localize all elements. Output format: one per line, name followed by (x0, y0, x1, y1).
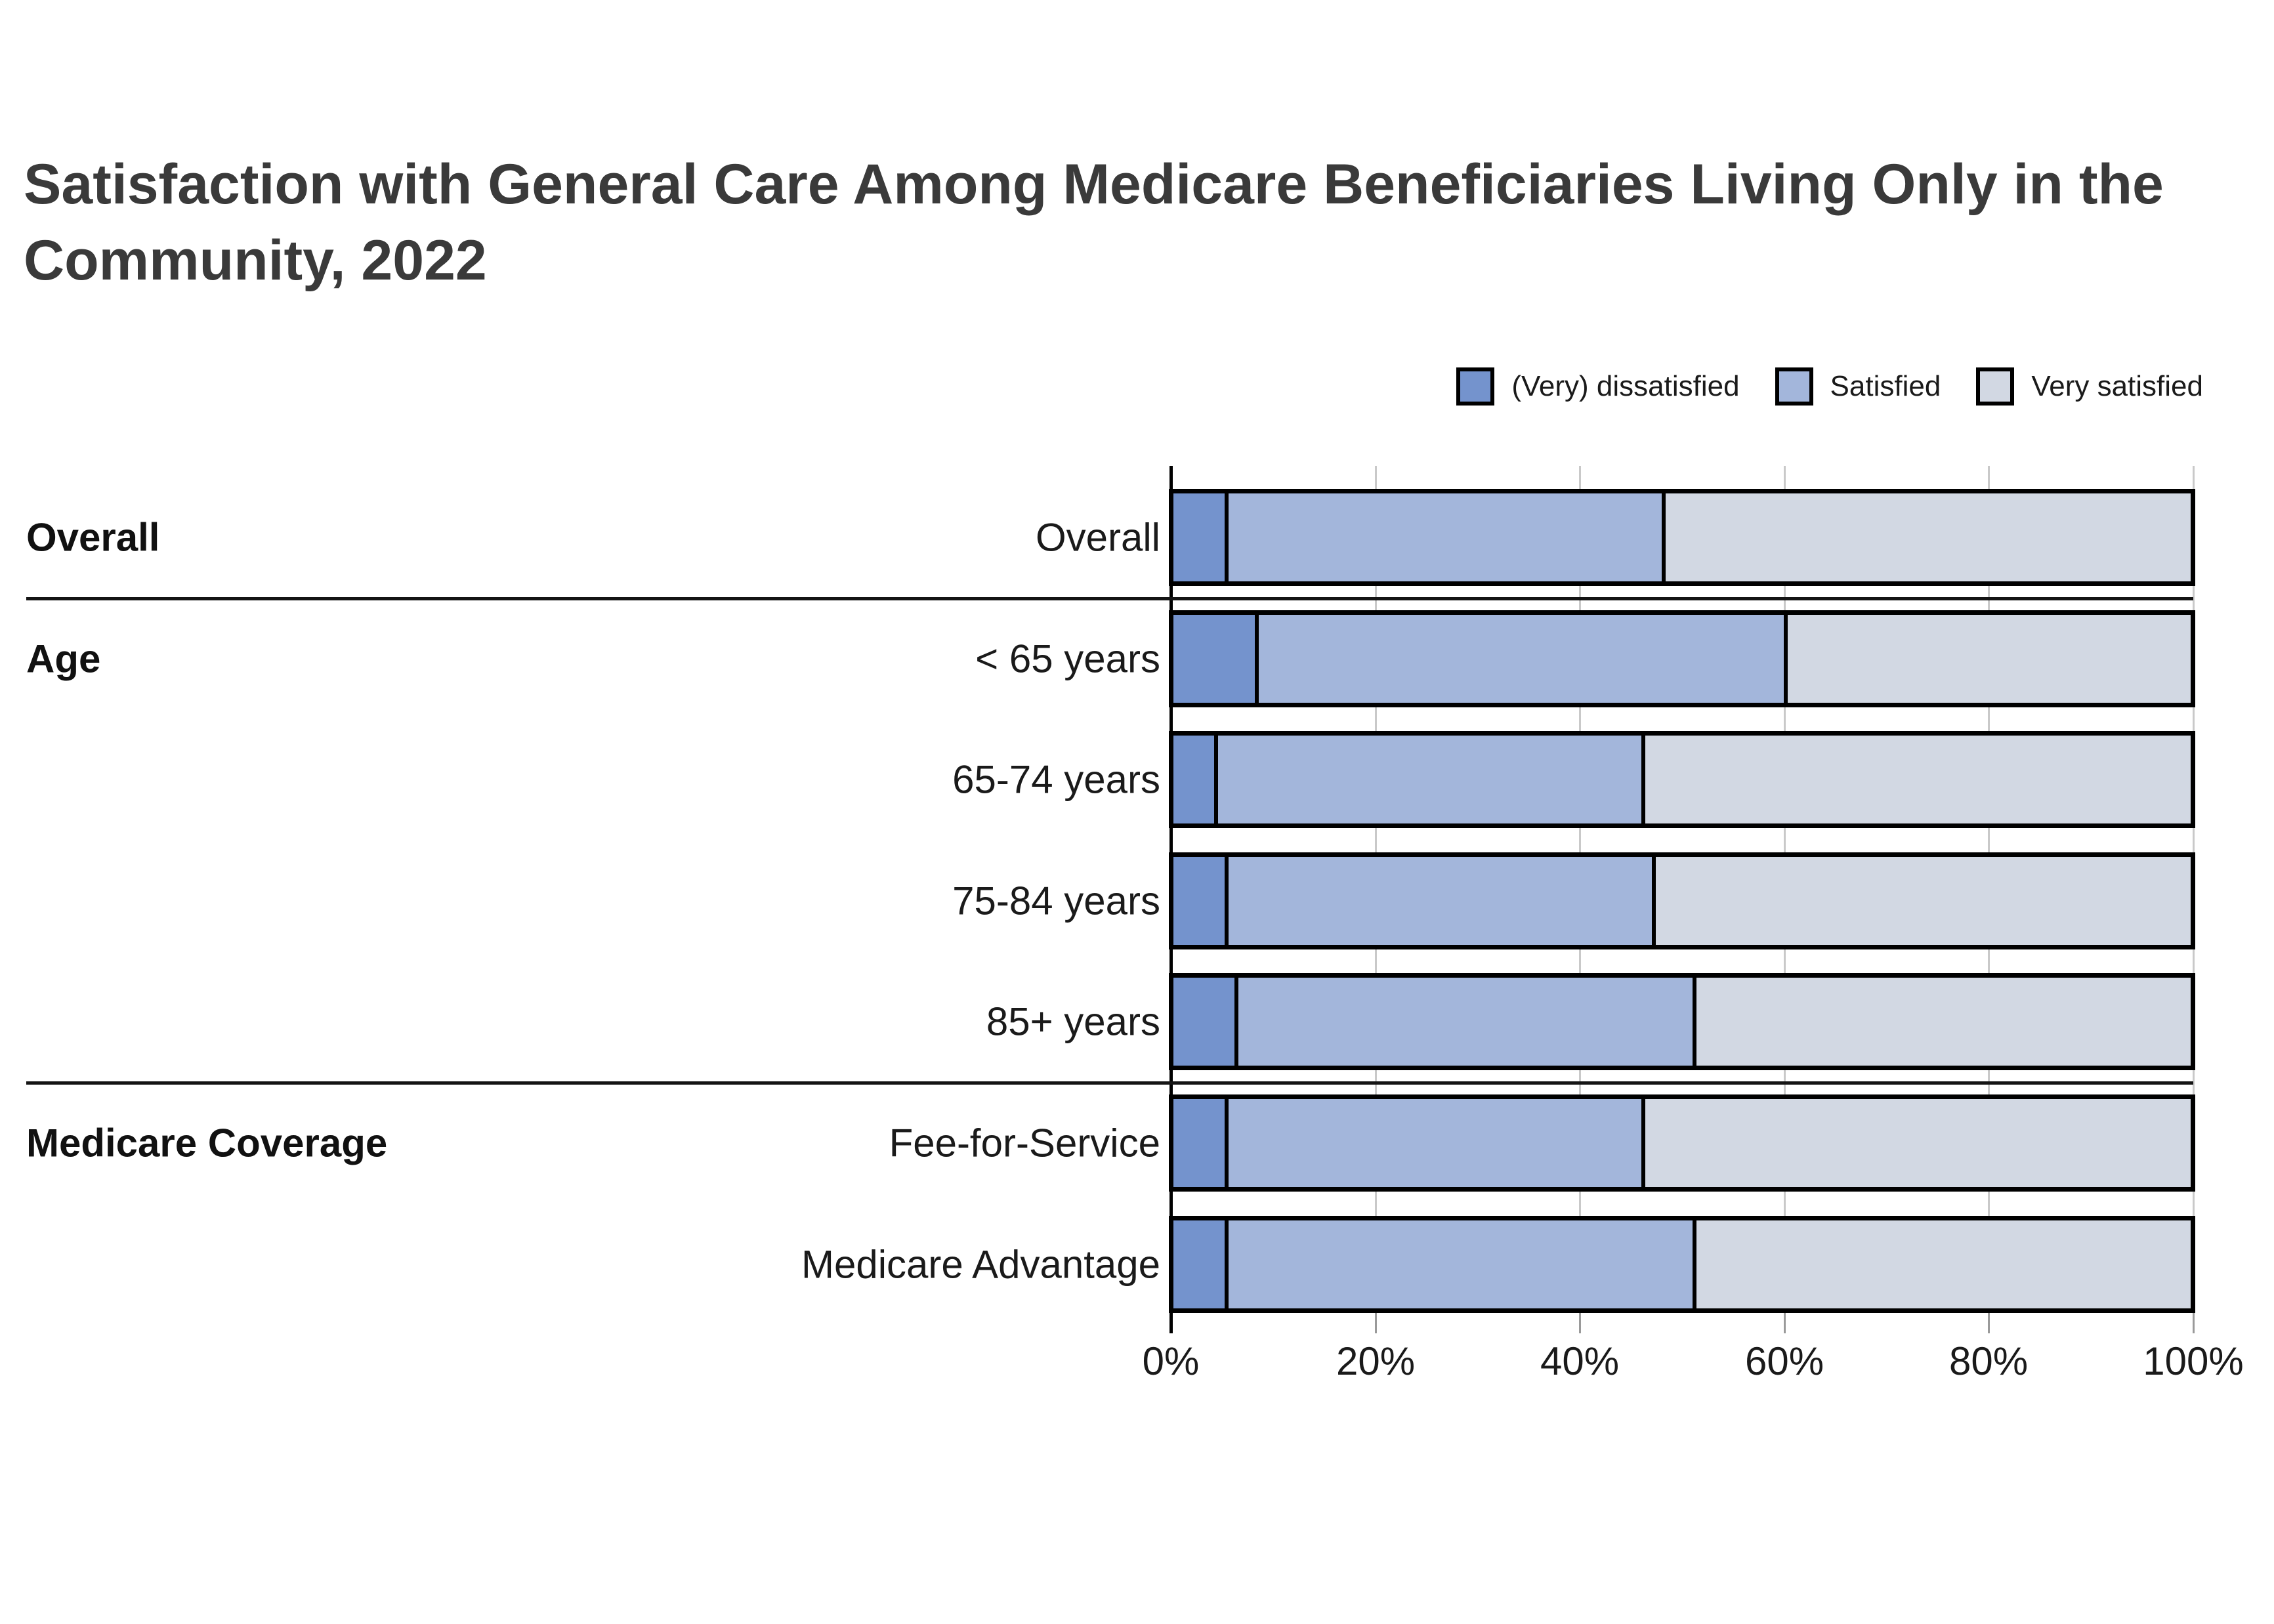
row-label: 85+ years (986, 999, 1160, 1044)
bar-row (1169, 1094, 2195, 1192)
bar-segment (1641, 736, 2191, 823)
bar-segment (1255, 615, 1784, 703)
x-tick-label: 0% (1142, 1339, 1200, 1383)
bar-segment (1173, 1220, 1225, 1308)
legend-swatch (1775, 367, 1813, 406)
chart-title-line-1: Satisfaction with General Care Among Med… (24, 153, 2164, 216)
bar-segment (1173, 978, 1234, 1066)
group-label: Overall (26, 515, 160, 560)
axis-tick (1375, 1313, 1377, 1333)
bar-segment (1224, 857, 1652, 945)
row-label: < 65 years (975, 636, 1160, 681)
bar-segment (1173, 493, 1225, 581)
bar-row (1169, 610, 2195, 707)
group-separator (26, 1081, 2193, 1085)
chart-title-line-2: Community, 2022 (24, 229, 487, 292)
axis-tick (1579, 1313, 1581, 1333)
x-tick-label: 20% (1336, 1339, 1416, 1383)
legend-label: (Very) dissatisfied (1511, 370, 1740, 402)
axis-tick (2193, 1313, 2195, 1333)
axis-tick (1784, 1313, 1786, 1333)
bar-segment (1641, 1099, 2191, 1187)
axis-tick (1988, 1313, 1990, 1333)
x-tick-label: 60% (1744, 1339, 1824, 1383)
x-tick-label: 80% (1948, 1339, 2029, 1383)
legend-item: Satisfied (1775, 367, 1941, 406)
bar-segment (1173, 857, 1225, 945)
legend-swatch (1976, 367, 2015, 406)
bar-segment (1173, 736, 1214, 823)
legend-item: (Very) dissatisfied (1456, 367, 1740, 406)
group-label: Medicare Coverage (26, 1121, 388, 1165)
bar-row (1169, 973, 2195, 1070)
legend: (Very) dissatisfied Satisfied Very satisfi… (1456, 367, 2203, 406)
bar-segment (1651, 857, 2191, 945)
legend-label: Satisfied (1830, 370, 1941, 402)
bar-row (1169, 489, 2195, 586)
bar-segment (1224, 1220, 1693, 1308)
row-label: 75-84 years (952, 879, 1160, 923)
bar-segment (1662, 493, 2191, 581)
bar-segment (1692, 978, 2191, 1066)
bar-segment (1224, 493, 1662, 581)
bar-segment (1214, 736, 1641, 823)
x-tick-label: 40% (1540, 1339, 1620, 1383)
bar-segment (1224, 1099, 1641, 1187)
row-label: 65-74 years (952, 757, 1160, 802)
bar-segment (1234, 978, 1693, 1066)
legend-label: Very satisfied (2031, 370, 2203, 402)
legend-item: Very satisfied (1976, 367, 2203, 406)
bar-row (1169, 1216, 2195, 1313)
x-tick-label: 100% (2143, 1339, 2244, 1383)
group-label: Age (26, 636, 101, 681)
legend-swatch (1456, 367, 1495, 406)
bar-segment (1173, 1099, 1225, 1187)
bar-segment (1784, 615, 2191, 703)
bar-segment (1692, 1220, 2191, 1308)
bar-row (1169, 731, 2195, 828)
row-label: Medicare Advantage (801, 1242, 1160, 1287)
row-label: Fee-for-Service (889, 1121, 1160, 1165)
bar-row (1169, 852, 2195, 949)
bar-segment (1173, 615, 1255, 703)
row-label: Overall (1035, 515, 1160, 560)
group-separator (26, 597, 2193, 600)
